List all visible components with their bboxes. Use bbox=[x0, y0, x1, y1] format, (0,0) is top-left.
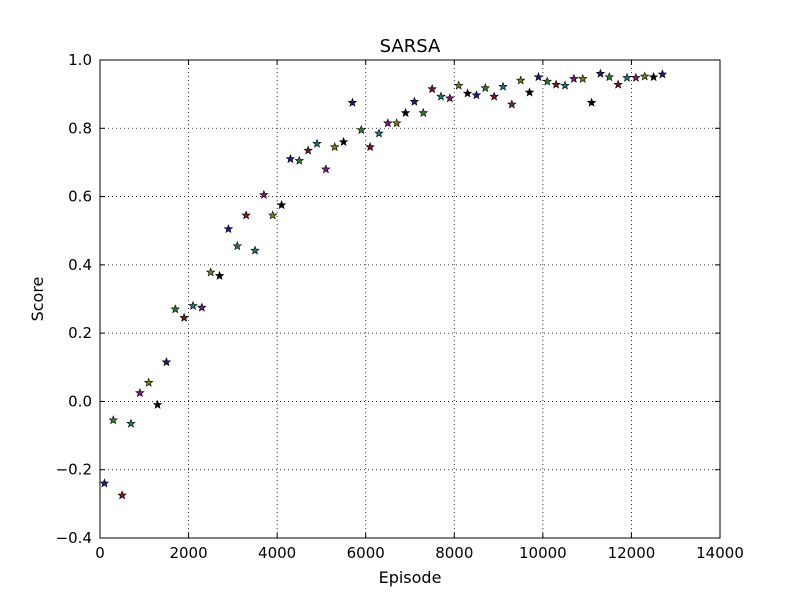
data-point-star bbox=[622, 72, 632, 82]
x-tick-label: 4000 bbox=[258, 544, 296, 562]
axis-ticks: 0 2000 4000 6000 8000 10000 12000 14000 −0.4 −0.2… bbox=[56, 51, 744, 562]
data-point-star bbox=[188, 300, 198, 310]
x-tick-label: 14000 bbox=[696, 544, 744, 562]
data-point-star bbox=[524, 87, 535, 97]
y-tick-label: −0.4 bbox=[56, 529, 92, 547]
data-point-star bbox=[595, 68, 606, 78]
data-point-star bbox=[604, 72, 615, 82]
x-tick-label: 0 bbox=[95, 544, 105, 562]
data-point-star bbox=[276, 200, 287, 210]
data-point-star bbox=[445, 93, 455, 103]
data-point-star bbox=[542, 76, 553, 86]
y-axis-label: Score bbox=[28, 277, 47, 322]
data-point-star bbox=[250, 245, 260, 255]
data-point-star bbox=[569, 73, 579, 83]
data-point-star bbox=[436, 91, 446, 101]
data-point-star bbox=[170, 304, 181, 314]
data-point-star bbox=[267, 210, 278, 220]
data-point-star bbox=[418, 107, 429, 117]
y-tick-label: 0.2 bbox=[68, 324, 92, 342]
y-tick-label: −0.2 bbox=[56, 461, 92, 479]
data-point-star bbox=[117, 490, 127, 500]
x-tick-label: 2000 bbox=[169, 544, 207, 562]
data-point-star bbox=[205, 267, 216, 277]
data-point-star bbox=[179, 312, 189, 322]
plot-frame bbox=[99, 59, 721, 539]
data-point-star bbox=[551, 79, 561, 89]
data-point-star bbox=[232, 241, 243, 251]
data-point-star bbox=[99, 478, 110, 488]
data-point-star bbox=[507, 99, 517, 109]
data-point-star bbox=[471, 90, 482, 100]
data-point-star bbox=[347, 97, 358, 107]
data-point-star bbox=[533, 72, 544, 82]
data-point-star bbox=[197, 302, 207, 312]
data-point-star bbox=[374, 128, 384, 138]
data-point-star bbox=[338, 136, 349, 147]
data-point-star bbox=[631, 72, 641, 82]
data-points bbox=[99, 68, 668, 500]
data-point-star bbox=[312, 138, 322, 148]
data-point-star bbox=[560, 80, 570, 90]
data-point-star bbox=[161, 357, 172, 367]
data-point-star bbox=[356, 124, 367, 135]
data-point-star bbox=[391, 118, 402, 128]
x-tick-label: 6000 bbox=[347, 544, 385, 562]
data-point-star bbox=[321, 164, 331, 174]
grid-lines bbox=[100, 60, 720, 538]
data-point-star bbox=[409, 96, 420, 106]
data-point-star bbox=[657, 69, 668, 79]
data-point-star bbox=[365, 142, 375, 152]
data-point-star bbox=[427, 83, 437, 94]
data-point-star bbox=[453, 80, 464, 90]
y-tick-label: 0.8 bbox=[68, 119, 92, 137]
data-point-star bbox=[489, 91, 499, 101]
data-point-star bbox=[259, 189, 269, 199]
y-tick-label: 0.6 bbox=[68, 188, 92, 206]
chart-title: SARSA bbox=[380, 36, 441, 57]
data-point-star bbox=[498, 81, 508, 91]
data-point-star bbox=[214, 270, 225, 280]
data-point-star bbox=[126, 418, 136, 428]
y-tick-label: 0.4 bbox=[68, 256, 92, 274]
data-point-star bbox=[577, 73, 588, 83]
data-point-star bbox=[108, 415, 119, 425]
data-point-star bbox=[586, 97, 597, 107]
data-point-star bbox=[400, 107, 411, 117]
data-point-star bbox=[613, 79, 623, 89]
data-point-star bbox=[383, 118, 393, 128]
y-tick-label: 1.0 bbox=[68, 51, 92, 69]
data-point-star bbox=[515, 75, 526, 85]
data-point-star bbox=[294, 155, 305, 165]
data-point-star bbox=[480, 82, 491, 93]
data-point-star bbox=[152, 399, 163, 409]
data-point-star bbox=[135, 387, 145, 397]
data-point-star bbox=[329, 142, 340, 152]
x-tick-label: 10000 bbox=[519, 544, 567, 562]
data-point-star bbox=[303, 145, 313, 155]
data-point-star bbox=[285, 153, 296, 164]
x-tick-label: 8000 bbox=[435, 544, 473, 562]
data-point-star bbox=[223, 223, 234, 234]
data-point-star bbox=[639, 71, 650, 81]
data-point-star bbox=[241, 210, 251, 220]
y-tick-label: 0.0 bbox=[68, 392, 92, 410]
x-tick-label: 12000 bbox=[608, 544, 656, 562]
data-point-star bbox=[143, 377, 154, 387]
x-axis-label: Episode bbox=[379, 568, 442, 587]
data-point-star bbox=[648, 72, 659, 82]
data-point-star bbox=[462, 88, 473, 98]
